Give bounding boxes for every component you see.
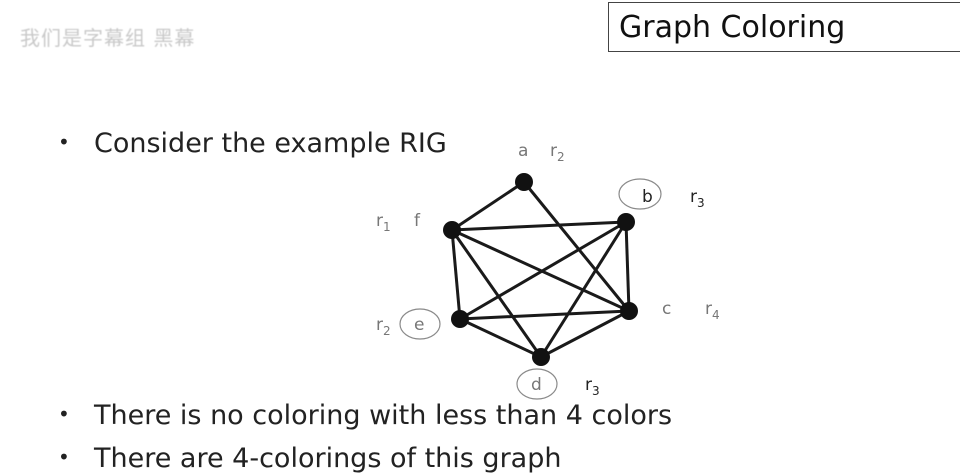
graph-node-b	[617, 213, 635, 231]
graph-edge-f-b	[451, 220, 627, 232]
bullet-item: • Consider the example RIG	[58, 128, 447, 159]
node-label-b: b	[642, 187, 653, 207]
graph-nodes	[443, 173, 638, 366]
register-label-c: r4	[705, 299, 720, 322]
register-interference-graph: a r2 b r3 c r4 d r3 e r2 f r1	[376, 141, 720, 400]
graph-edge-f-e	[450, 229, 462, 320]
graph-edge-b-e	[459, 220, 627, 321]
node-label-e: e	[414, 315, 424, 335]
register-label-e: r2	[376, 315, 391, 338]
graph-node-e	[451, 310, 469, 328]
graph-node-a	[515, 173, 533, 191]
graph-edge-e-c	[459, 309, 630, 321]
graph-edge-b-c	[624, 221, 631, 312]
slide-title-text: Graph Coloring	[619, 10, 846, 45]
graph-node-c	[620, 302, 638, 320]
node-label-a: a	[518, 141, 528, 161]
annotation-circle	[399, 308, 441, 340]
graph-edges	[450, 180, 631, 359]
graph-node-d	[532, 348, 550, 366]
node-label-d: d	[531, 375, 542, 395]
annotation-circle	[516, 368, 558, 400]
bullet-text: Consider the example RIG	[94, 128, 447, 159]
graph-edge-d-c	[540, 309, 630, 359]
bullet-item: • There is no coloring with less than 4 c…	[58, 400, 672, 431]
bullet-text: There is no coloring with less than 4 co…	[94, 400, 673, 431]
register-label-d: r3	[585, 375, 600, 398]
slide-title: Graph Coloring	[608, 2, 960, 52]
graph-edge-a-c	[522, 181, 631, 312]
register-label-a: r2	[550, 141, 565, 164]
bullet-dot-icon: •	[58, 130, 70, 154]
watermark-text: 我们是字幕组 黑幕	[20, 26, 196, 50]
register-label-b: r3	[690, 187, 705, 210]
graph-edge-f-d	[450, 229, 543, 358]
register-label-f: r1	[376, 211, 391, 234]
graph-edge-b-d	[539, 221, 628, 358]
node-label-f: f	[414, 211, 421, 231]
node-label-c: c	[662, 299, 671, 319]
graph-edge-e-d	[459, 317, 542, 359]
bullet-dot-icon: •	[58, 402, 70, 426]
annotation-circle	[618, 178, 662, 210]
bullet-dot-icon: •	[58, 445, 70, 469]
graph-edge-a-f	[451, 180, 525, 232]
graph-node-f	[443, 221, 461, 239]
